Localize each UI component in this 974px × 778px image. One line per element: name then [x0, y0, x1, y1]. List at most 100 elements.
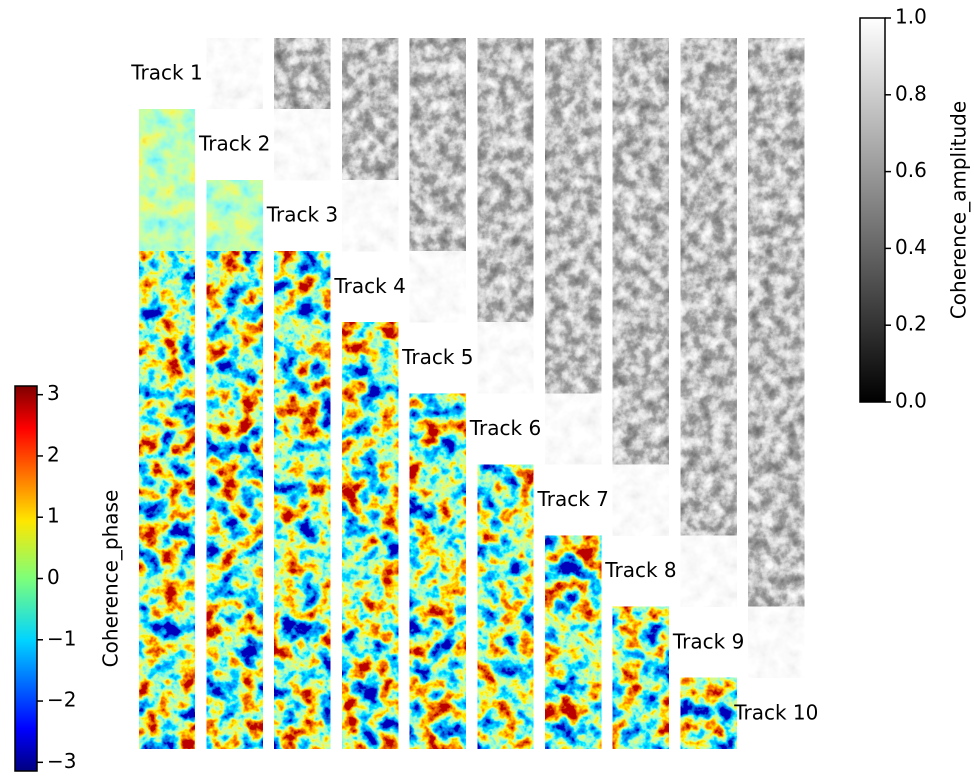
phase-tile	[342, 677, 399, 749]
amplitude-tile	[748, 606, 805, 678]
phase-tile	[274, 606, 331, 678]
phase-tile	[612, 677, 669, 749]
amplitude-tile	[409, 109, 466, 181]
phase-tile	[342, 606, 399, 678]
phase-tile	[206, 251, 263, 323]
amplitude-tile	[342, 38, 399, 109]
phase-tile	[139, 251, 195, 323]
track-label: Track 10	[733, 700, 818, 724]
phase-tile	[206, 677, 263, 749]
tile-grid	[139, 38, 805, 749]
amplitude-tile	[545, 322, 602, 394]
colorbar-label: Coherence_phase	[99, 490, 123, 668]
amplitude-tile	[680, 109, 737, 181]
phase-tile	[477, 535, 534, 607]
amplitude-tile	[680, 464, 737, 536]
colorbar-tick-label: 1	[47, 504, 60, 528]
phase-tile	[409, 393, 466, 465]
phase-tile	[342, 393, 399, 465]
labels: Track 1 Track 2 Track 3 Track 4 Track 5 Track…	[14, 5, 971, 773]
amplitude-tile	[748, 38, 805, 109]
colorbar-tick-label: 0.4	[895, 235, 927, 259]
amplitude-tile	[748, 322, 805, 394]
amplitude-tile	[680, 180, 737, 252]
phase-tile	[409, 606, 466, 678]
phase-tile	[139, 180, 195, 252]
phase-tile	[139, 109, 195, 181]
amplitude-tile	[748, 535, 805, 607]
phase-tile	[274, 251, 331, 323]
colorbar-tick-label: 0.6	[895, 158, 927, 182]
phase-tile	[274, 677, 331, 749]
amplitude-tile	[409, 180, 466, 252]
colorbar-tick-label: 0.2	[895, 312, 927, 336]
colorbar-tick-label: −3	[47, 749, 76, 773]
phase-tile	[477, 606, 534, 678]
phase-tile	[545, 535, 602, 607]
amplitude-tile	[612, 393, 669, 465]
phase-tile	[139, 322, 195, 394]
amplitude-tile	[748, 393, 805, 465]
phase-tile	[139, 677, 195, 749]
amplitude-tile	[477, 38, 534, 109]
track-label: Track 3	[266, 203, 338, 227]
amplitude-tile	[612, 464, 669, 536]
phase-tile	[680, 677, 737, 749]
phase-tile	[342, 535, 399, 607]
phase-tile	[206, 180, 263, 252]
phase-tile	[139, 535, 195, 607]
phase-tile	[206, 464, 263, 536]
amplitude-tile	[612, 38, 669, 109]
amplitude-tile	[477, 180, 534, 252]
phase-tile	[409, 464, 466, 536]
colorbar-label: Coherence_amplitude	[947, 101, 971, 319]
amplitude-tile	[545, 393, 602, 465]
amplitude-tile	[680, 393, 737, 465]
phase-tile	[206, 535, 263, 607]
colorbar-tick-label: 1.0	[895, 5, 927, 29]
amplitude-tile	[748, 251, 805, 323]
track-label: Track 6	[469, 416, 541, 440]
track-label: Track 8	[604, 558, 676, 582]
colorbar-tick-label: 0.8	[895, 81, 927, 105]
amplitude-tile	[612, 251, 669, 323]
phase-tile	[274, 535, 331, 607]
colorbar-tick-label: 2	[47, 442, 60, 466]
phase-tile	[545, 606, 602, 678]
phase-tile	[409, 677, 466, 749]
amplitude-tile	[680, 251, 737, 323]
phase-tile	[342, 464, 399, 536]
track-label: Track 5	[401, 345, 473, 369]
colorbar-tick-label: 0.0	[895, 389, 927, 413]
phase-tile	[139, 464, 195, 536]
track-label: Track 9	[672, 629, 744, 653]
phase-tile	[274, 464, 331, 536]
track-label: Track 2	[198, 132, 270, 156]
amplitude-tile	[342, 109, 399, 181]
phase-tile	[477, 677, 534, 749]
phase-tile	[206, 393, 263, 465]
phase-tile	[342, 322, 399, 394]
phase-tile	[409, 535, 466, 607]
amplitude-tile	[545, 109, 602, 181]
amplitude-tile	[612, 180, 669, 252]
amplitude-tile	[545, 251, 602, 323]
track-label: Track 7	[536, 487, 608, 511]
phase-tile	[206, 606, 263, 678]
phase-tile	[139, 606, 195, 678]
amplitude-tile	[477, 109, 534, 181]
colorbar-tick-label: 0	[47, 565, 60, 589]
phase-tile	[274, 393, 331, 465]
amplitude-tile	[680, 322, 737, 394]
colorbar-tick-label: −2	[47, 688, 76, 712]
phase-tile	[139, 393, 195, 465]
amplitude-tile	[477, 251, 534, 323]
amplitude-tile	[342, 180, 399, 252]
colorbar-tick-label: 3	[47, 381, 60, 405]
colorbar	[859, 17, 886, 403]
amplitude-tile	[748, 464, 805, 536]
amplitude-tile	[477, 322, 534, 394]
colorbar	[14, 385, 38, 772]
amplitude-tile	[206, 38, 263, 109]
